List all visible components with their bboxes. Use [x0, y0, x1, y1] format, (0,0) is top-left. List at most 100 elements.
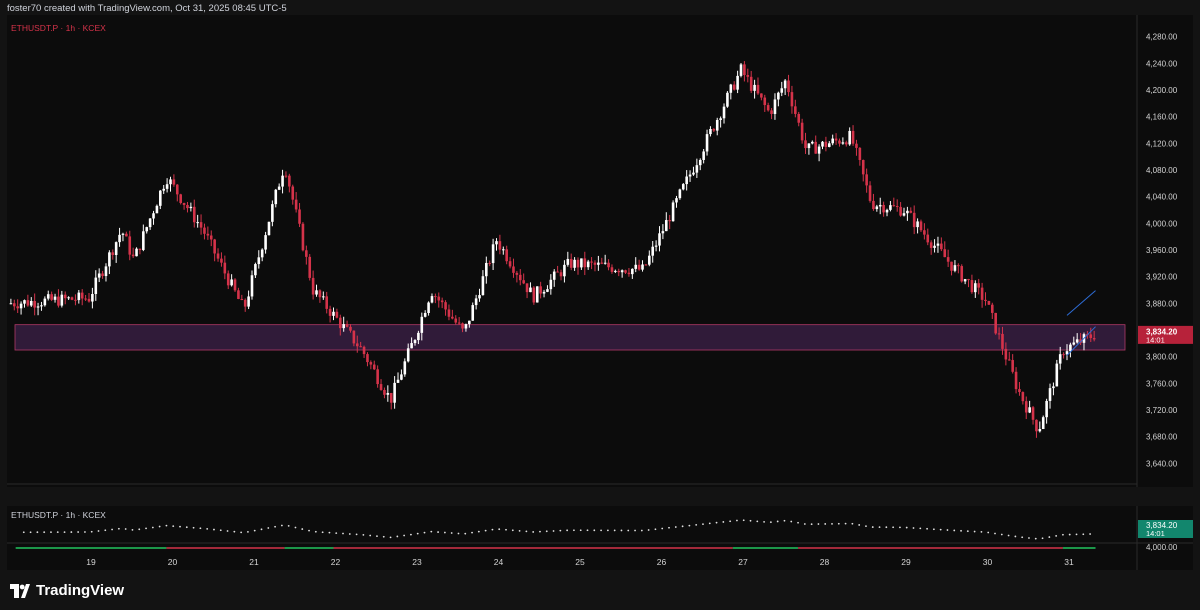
- candle-body: [722, 106, 726, 119]
- candle-body: [729, 84, 733, 93]
- candle-body: [855, 143, 858, 148]
- candle-body: [885, 209, 889, 213]
- oscillator-dot: [179, 525, 181, 528]
- candle-body: [1048, 388, 1052, 401]
- candle-body: [396, 379, 400, 383]
- candle-body: [1007, 359, 1011, 361]
- candle-body: [199, 222, 203, 228]
- candle-body: [515, 272, 519, 275]
- candle-body: [794, 106, 797, 114]
- candle-body: [308, 256, 312, 278]
- candle-body: [159, 190, 162, 206]
- candle-body: [1014, 371, 1018, 390]
- candle-body: [145, 227, 149, 232]
- candle-body: [892, 205, 896, 207]
- tradingview-logo[interactable]: TradingView: [10, 582, 124, 599]
- candle-body: [104, 266, 108, 277]
- candle-body: [736, 75, 739, 90]
- y-tick-label: 3,880.00: [1146, 299, 1178, 308]
- candle-body: [451, 316, 454, 319]
- candle-body: [556, 271, 559, 273]
- oscillator-panel[interactable]: 19 20 21 22 23 24 25 26 27 28 29 30 31 3,834.20 14:01…: [7, 506, 1193, 570]
- channel-lower-line[interactable]: [1066, 326, 1096, 356]
- candle-body: [681, 184, 685, 190]
- candle-body: [590, 261, 593, 263]
- oscillator-dot: [287, 525, 290, 527]
- candle-body: [841, 142, 845, 144]
- candle-body: [1021, 392, 1025, 402]
- candle-body: [291, 186, 295, 200]
- oscillator-dot: [613, 529, 616, 532]
- candle-body: [644, 264, 648, 266]
- oscillator-dot: [240, 531, 243, 534]
- oscillator-dot: [518, 529, 521, 532]
- candle-body: [1075, 339, 1079, 343]
- oscillator-dot: [389, 536, 392, 539]
- oscillator-dot: [702, 523, 704, 526]
- oscillator-dot: [640, 529, 643, 532]
- oscillator-dot: [36, 531, 39, 534]
- oscillator-dot: [545, 530, 548, 533]
- oscillator-dot: [674, 526, 677, 528]
- osc-x-tick-label: 28: [820, 557, 830, 567]
- y-tick-label: 3,800.00: [1146, 353, 1178, 362]
- candle-body: [535, 286, 539, 303]
- candle-body: [9, 303, 13, 305]
- oscillator-dot: [1028, 537, 1030, 539]
- oscillator-dot: [797, 521, 799, 524]
- oscillator-dot: [742, 519, 745, 522]
- oscillator-dot: [695, 523, 698, 526]
- candle-body: [797, 113, 801, 123]
- candle-body: [169, 179, 172, 185]
- y-tick-label: 4,200.00: [1146, 86, 1178, 95]
- oscillator-dot: [552, 530, 555, 532]
- candle-body: [294, 199, 298, 210]
- candle-body: [226, 273, 230, 286]
- osc-price-label-box: [1138, 520, 1193, 538]
- y-tick-label: 3,760.00: [1146, 379, 1178, 388]
- candle-body: [610, 267, 614, 272]
- oscillator-dot: [919, 527, 922, 530]
- candle-body: [817, 146, 821, 154]
- candle-body: [50, 294, 53, 300]
- candle-body: [437, 296, 441, 301]
- y-tick-label: 3,920.00: [1146, 273, 1178, 282]
- candle-body: [1031, 407, 1035, 420]
- osc-x-tick-label: 24: [494, 557, 504, 567]
- candle-body: [953, 265, 957, 271]
- candle-body: [1092, 338, 1096, 340]
- candle-body: [943, 249, 947, 258]
- candle-body: [359, 346, 362, 348]
- candle-body: [501, 249, 505, 251]
- candle-body: [573, 259, 576, 268]
- y-tick-label: 3,720.00: [1146, 406, 1178, 415]
- candle-body: [821, 141, 824, 147]
- candle-body: [546, 289, 549, 292]
- oscillator-dot: [403, 534, 406, 537]
- main-chart-panel[interactable]: 4,280.00 4,240.00 4,200.00 4,160.00 4,120.00…: [7, 15, 1193, 499]
- channel-upper-line[interactable]: [1066, 290, 1096, 316]
- candle-body: [457, 322, 461, 324]
- candle-body: [209, 235, 213, 240]
- candle-body: [566, 258, 570, 265]
- candle-body: [434, 296, 437, 298]
- candle-body: [518, 274, 522, 281]
- chart-caption: foster70 created with TradingView.com, O…: [7, 3, 287, 14]
- oscillator-dot: [437, 531, 439, 533]
- oscillator-dot: [457, 532, 460, 535]
- oscillator-dot: [892, 526, 895, 529]
- candle-body: [770, 110, 773, 114]
- candle-body: [393, 382, 396, 403]
- oscillator-dot: [1041, 537, 1044, 540]
- oscillator-dot: [783, 519, 786, 522]
- candle-body: [101, 273, 104, 277]
- oscillator-dot: [362, 533, 365, 536]
- y-tick-label: 3,680.00: [1146, 433, 1178, 442]
- candle-body: [464, 324, 468, 329]
- y-tick-label: 4,080.00: [1146, 166, 1178, 175]
- candle-body: [512, 266, 515, 273]
- oscillator-dot: [532, 531, 535, 533]
- candle-body: [940, 243, 943, 250]
- candle-body: [389, 392, 393, 403]
